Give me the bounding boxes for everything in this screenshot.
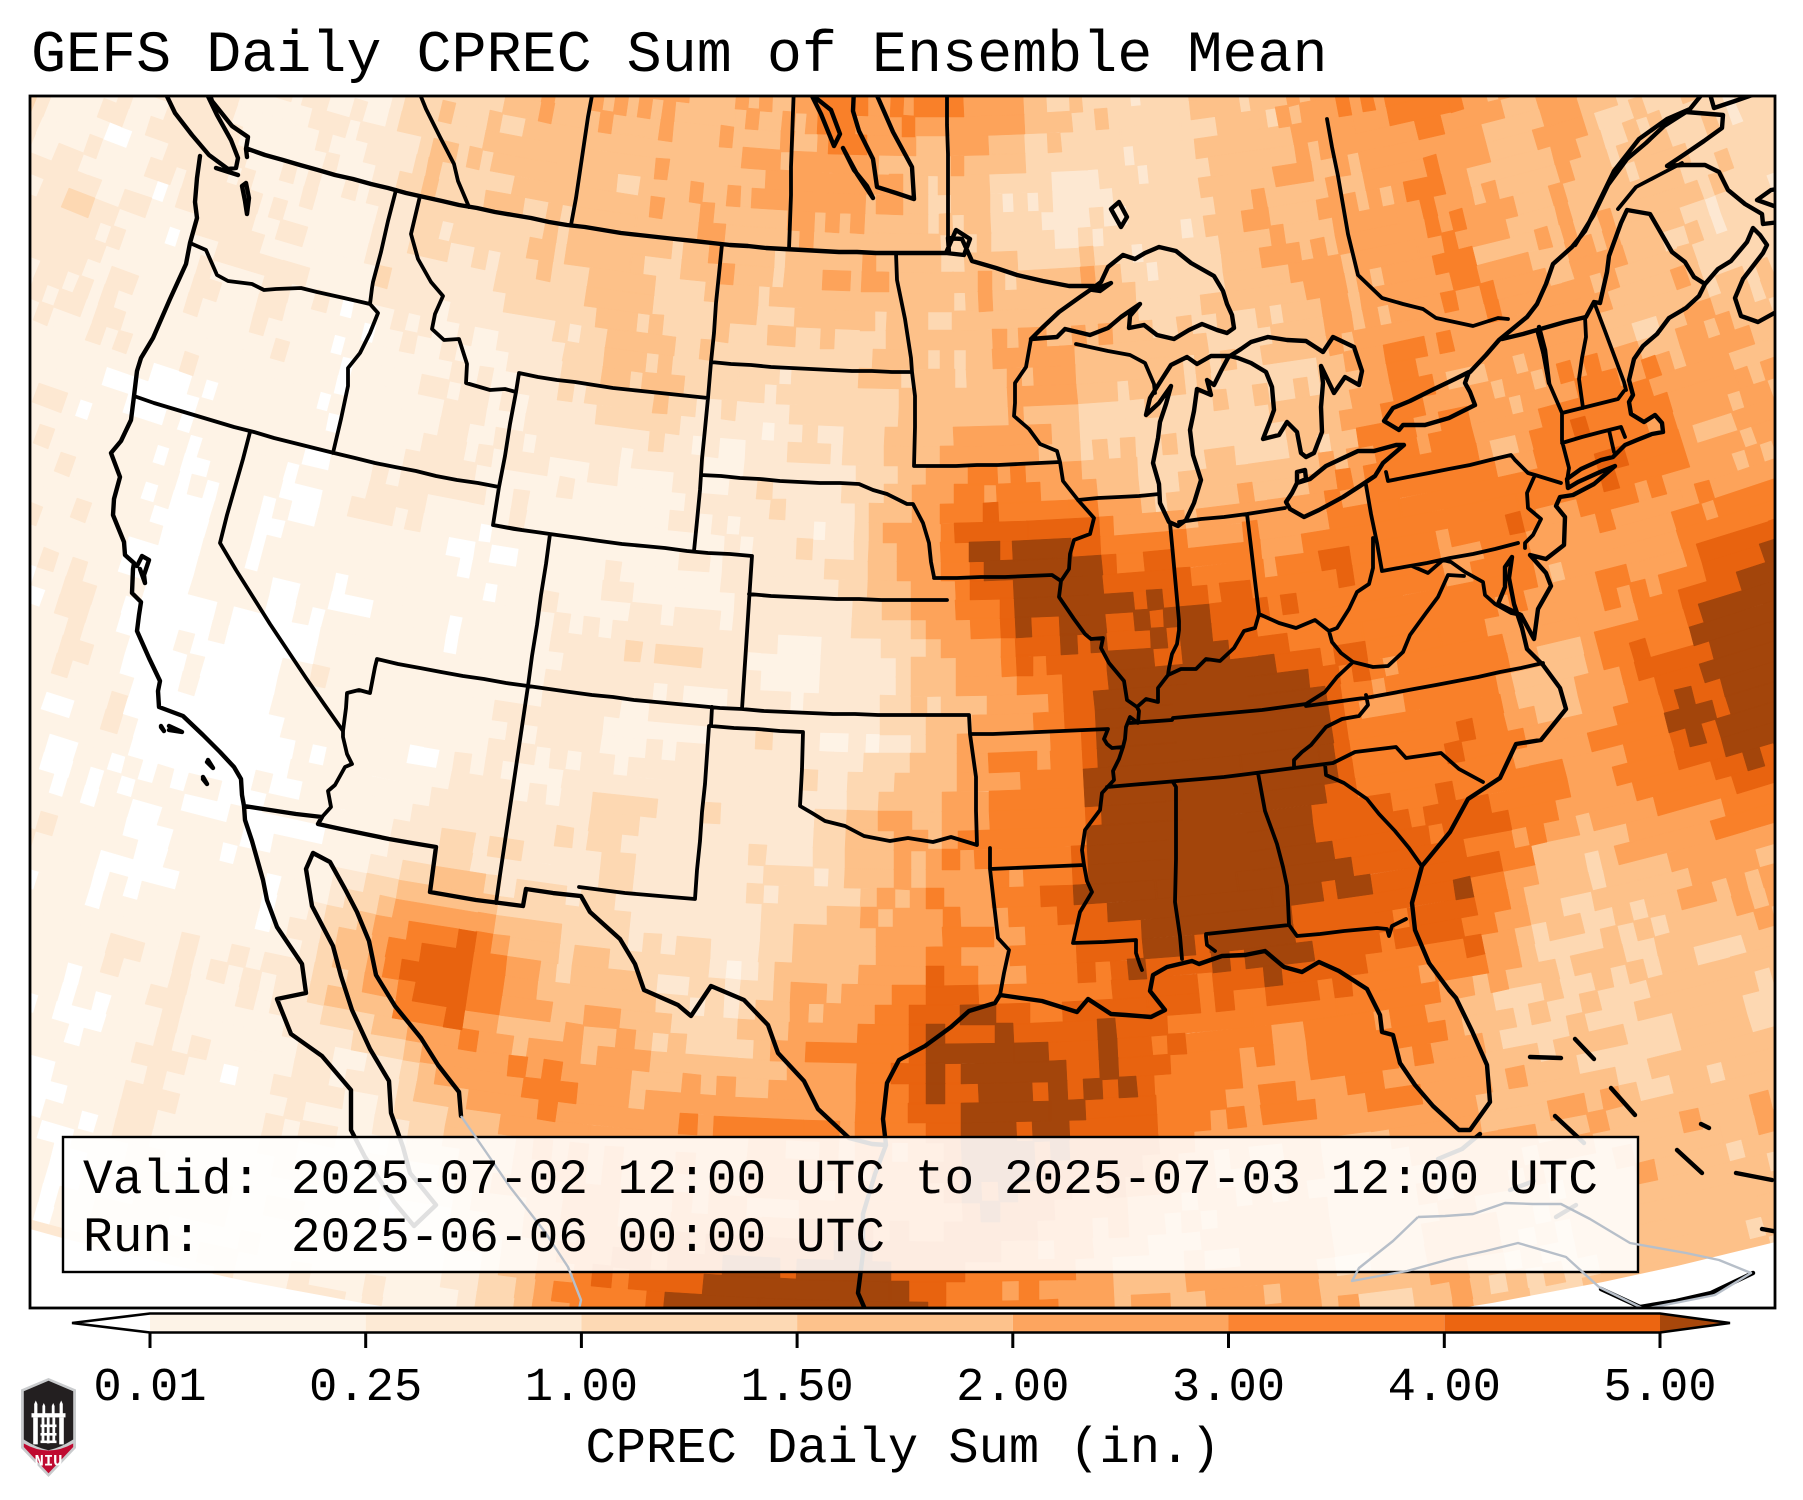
svg-text:0.01: 0.01 (93, 1362, 206, 1415)
svg-text:1.50: 1.50 (740, 1362, 853, 1415)
svg-text:0.25: 0.25 (309, 1362, 422, 1415)
svg-text:2.00: 2.00 (956, 1362, 1069, 1415)
svg-text:4.00: 4.00 (1388, 1362, 1501, 1415)
svg-text:CPREC Daily Sum (in.): CPREC Daily Sum (in.) (585, 1421, 1220, 1478)
svg-text:5.00: 5.00 (1603, 1362, 1716, 1415)
svg-text:NIU: NIU (35, 1453, 63, 1471)
svg-text:Run: 2025-06-06 00:00 UTC: Run: 2025-06-06 00:00 UTC (83, 1210, 885, 1266)
svg-text:Valid: 2025-07-02 12:00 UTC to: Valid: 2025-07-02 12:00 UTC to 2025-07-0… (83, 1152, 1598, 1208)
svg-text:GEFS Daily CPREC Sum of Ensemb: GEFS Daily CPREC Sum of Ensemble Mean (31, 22, 1327, 89)
svg-text:1.00: 1.00 (525, 1362, 638, 1415)
svg-text:3.00: 3.00 (1172, 1362, 1285, 1415)
